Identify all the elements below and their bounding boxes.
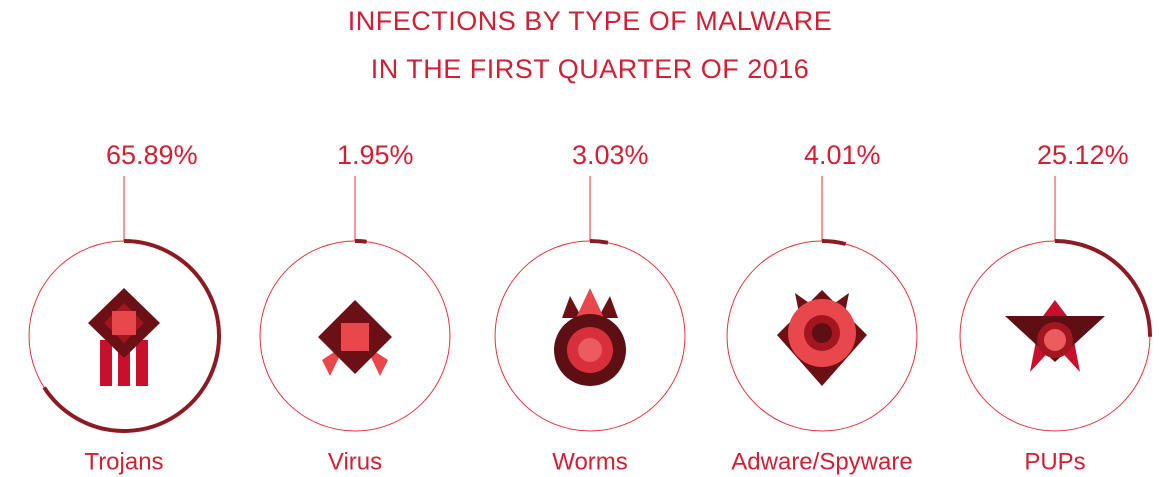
category-label: Adware/Spyware — [731, 448, 912, 475]
progress-arc — [589, 239, 609, 245]
category-label: Worms — [552, 448, 628, 475]
icon-virus — [318, 300, 392, 376]
progress-arc — [42, 239, 221, 433]
chart-title: IN THE FIRST QUARTER OF 2016 — [371, 54, 810, 84]
icon-worm — [554, 288, 626, 386]
progress-arc — [354, 238, 367, 244]
category-label: Trojans — [84, 448, 163, 475]
category-label: Virus — [328, 448, 382, 475]
value-label: 3.03% — [572, 140, 649, 170]
value-label: 1.95% — [337, 140, 414, 170]
value-label: 4.01% — [804, 140, 881, 170]
progress-arc — [1054, 239, 1153, 337]
progress-arc — [821, 239, 847, 246]
category-label: PUPs — [1024, 448, 1085, 475]
icon-adware — [777, 290, 867, 386]
icon-trojan — [88, 288, 160, 386]
value-label: 25.12% — [1037, 140, 1129, 170]
chart-title: INFECTIONS BY TYPE OF MALWARE — [348, 6, 833, 36]
icon-pup — [1005, 300, 1105, 372]
value-label: 65.89% — [106, 140, 198, 170]
